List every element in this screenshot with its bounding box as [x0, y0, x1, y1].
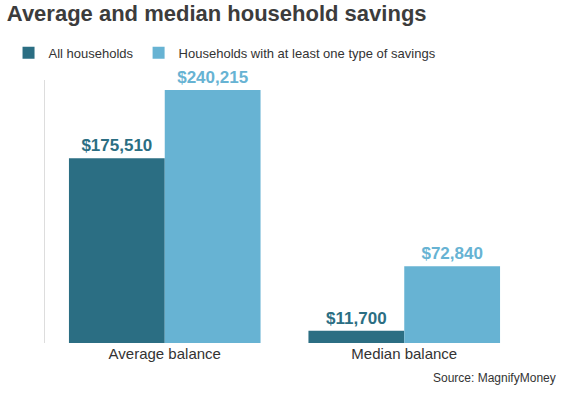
svg-text:Source: MagnifyMoney: Source: MagnifyMoney — [433, 371, 556, 385]
svg-text:$240,215: $240,215 — [177, 68, 248, 87]
svg-text:Average and median household s: Average and median household savings — [7, 1, 427, 26]
svg-text:$72,840: $72,840 — [421, 244, 482, 263]
svg-text:Median balance: Median balance — [351, 345, 457, 362]
svg-text:Average balance: Average balance — [109, 345, 221, 362]
svg-text:$11,700: $11,700 — [326, 309, 387, 328]
svg-text:Households with at least one t: Households with at least one type of sav… — [179, 46, 436, 61]
svg-text:$175,510: $175,510 — [81, 136, 152, 155]
svg-text:All households: All households — [49, 46, 134, 61]
